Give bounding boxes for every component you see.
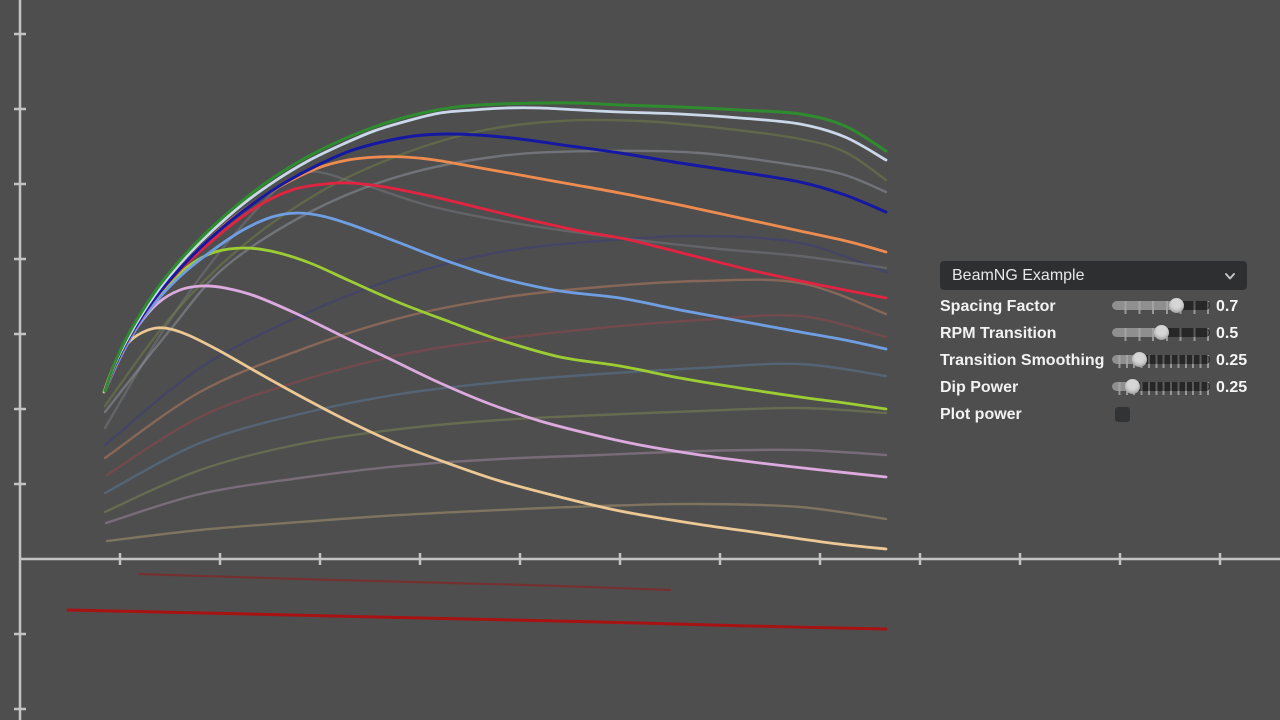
slider-ticks-overlay [1113, 355, 1209, 364]
curve-faded-salmon [103, 278, 888, 460]
rpm-transition-label: RPM Transition [940, 325, 1057, 342]
slider-ticks-overlay [1113, 301, 1209, 310]
rpm-transition-value: 0.5 [1216, 325, 1239, 342]
curve-faded-gray-b [103, 170, 888, 430]
plot-power-label: Plot power [940, 406, 1022, 423]
curve-faded-steelblue [103, 362, 888, 495]
curve-faded-gray-a [103, 149, 888, 414]
slider-fill [1112, 328, 1161, 337]
curve-power-line-faint [137, 572, 672, 592]
rpm-transition-row: RPM Transition 0.5 [940, 321, 1280, 347]
curve-faded-khaki [105, 502, 888, 543]
spacing-factor-label: Spacing Factor [940, 298, 1056, 315]
slider-handle[interactable] [1169, 298, 1185, 313]
slider-handle[interactable] [1131, 352, 1147, 367]
spacing-factor-slider[interactable] [1112, 297, 1210, 317]
chevron-down-icon [1225, 272, 1235, 279]
slider-track[interactable] [1112, 355, 1210, 364]
curve-power-line-dark [66, 608, 888, 631]
dip-power-value: 0.25 [1216, 379, 1248, 396]
transition-smoothing-label: Transition Smoothing [940, 352, 1105, 369]
curve-navy [103, 132, 888, 393]
curve-faded-olive2 [103, 406, 888, 514]
slider-handle[interactable] [1153, 325, 1169, 340]
slider-fill [1112, 301, 1177, 310]
dip-power-row: Dip Power 0.25 [940, 375, 1280, 401]
plot-power-row: Plot power [940, 402, 1280, 428]
slider-fill [1112, 355, 1140, 364]
preset-dropdown-value: BeamNG Example [952, 266, 1085, 284]
slider-ticks-overlay [1113, 382, 1209, 391]
transition-smoothing-value: 0.25 [1216, 352, 1248, 369]
spacing-factor-row: Spacing Factor 0.7 [940, 294, 1280, 320]
transition-smoothing-row: Transition Smoothing 0.25 [940, 348, 1280, 374]
curve-faded-navy [103, 234, 888, 447]
transition-smoothing-slider[interactable] [1112, 351, 1210, 371]
slider-track[interactable] [1112, 382, 1210, 391]
curve-plum [103, 284, 888, 479]
curve-wheat [102, 326, 888, 551]
preset-dropdown[interactable]: BeamNG Example [940, 261, 1247, 290]
slider-fill [1112, 382, 1133, 391]
spacing-factor-value: 0.7 [1216, 298, 1239, 315]
dip-power-label: Dip Power [940, 379, 1019, 396]
slider-handle[interactable] [1125, 379, 1141, 394]
curve-faded-purple [104, 448, 888, 525]
dip-power-slider[interactable] [1112, 378, 1210, 398]
curve-faded-olive [103, 118, 888, 408]
rpm-transition-slider[interactable] [1112, 324, 1210, 344]
curve-yellowgreen [103, 246, 888, 411]
curve-silver [103, 106, 888, 393]
curve-cornflower [103, 211, 888, 393]
plot-power-checkbox[interactable] [1115, 407, 1130, 422]
curve-green [103, 101, 888, 393]
